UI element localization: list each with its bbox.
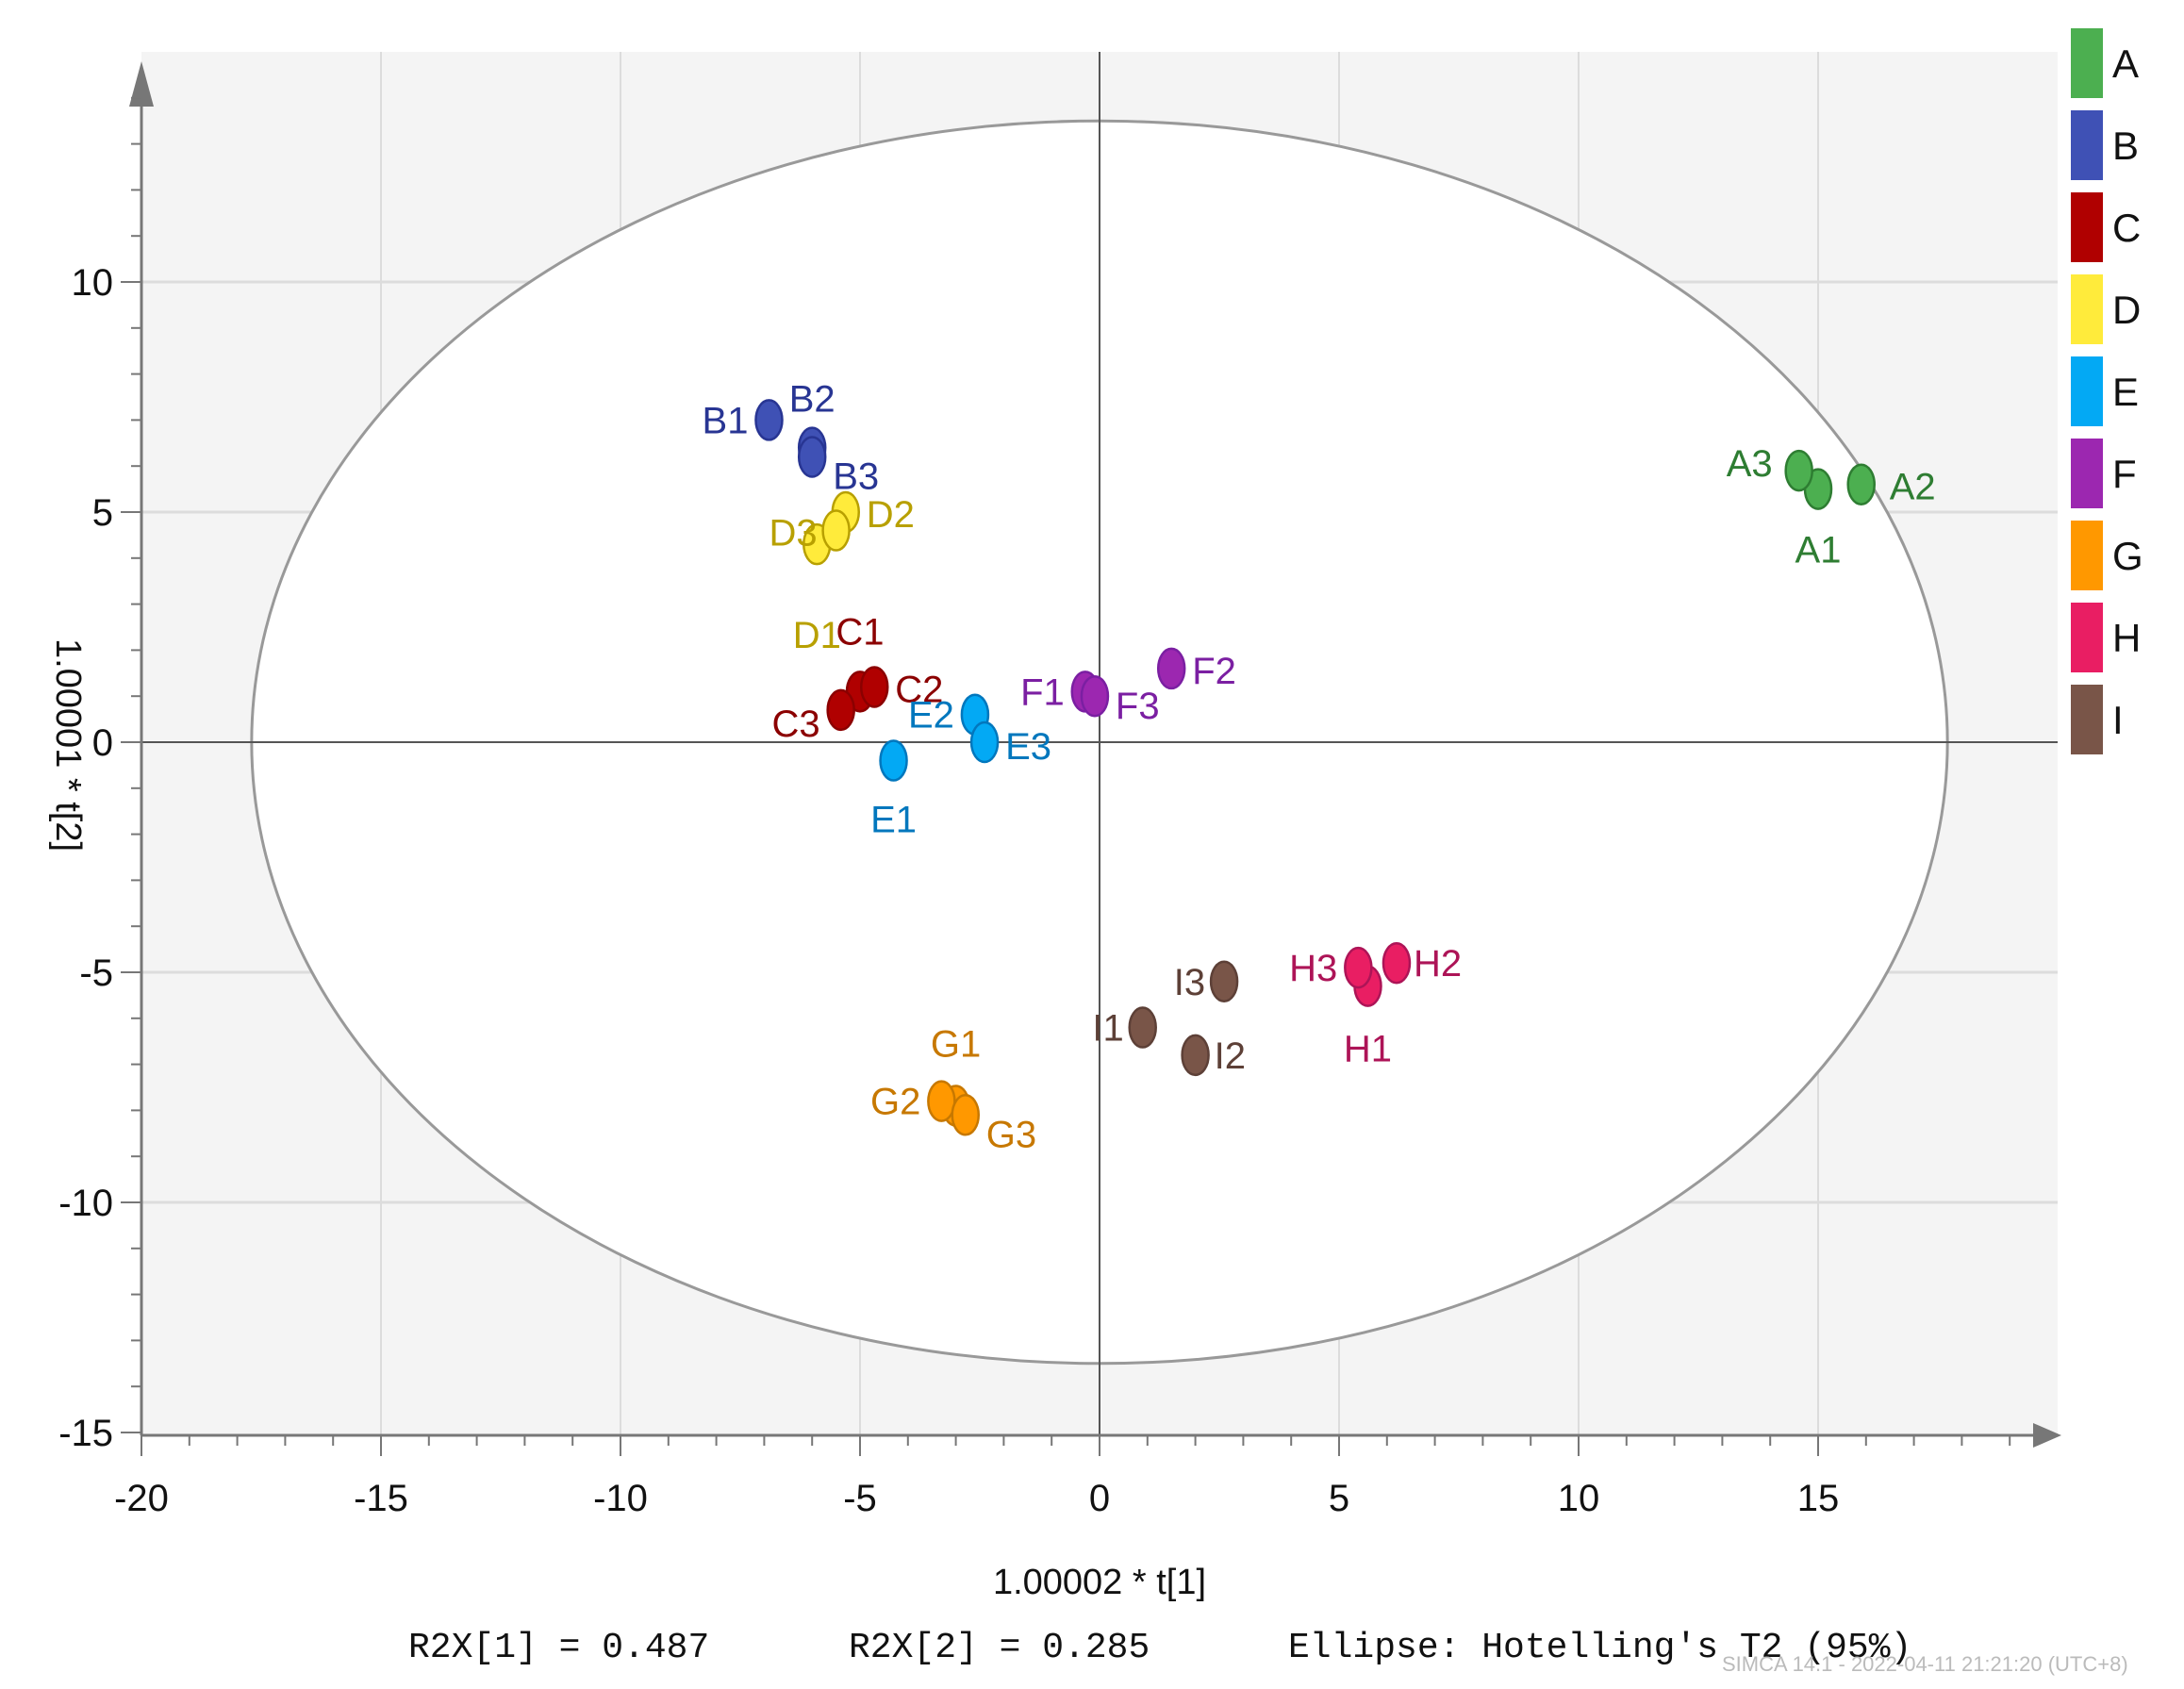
point-label-H2: H2 [1414,943,1462,985]
point-label-I1: I1 [1092,1008,1123,1050]
legend-swatch-D [2071,274,2103,344]
point-B1 [754,399,784,441]
point-G2 [927,1080,956,1122]
x-tick-label: -10 [593,1478,648,1519]
point-C2 [859,666,889,708]
legend-swatch-B [2071,110,2103,180]
x-tick-label: 0 [1089,1478,1110,1519]
x-tick-label: 15 [1797,1478,1840,1519]
point-A3 [1784,449,1813,492]
point-label-D2: D2 [867,494,915,536]
point-H2 [1382,941,1412,985]
point-I1 [1128,1006,1157,1049]
y-axis-title: 1.00001 * t[2] [48,638,88,852]
point-label-H3: H3 [1289,948,1337,989]
legend-label-A: A [2112,41,2139,86]
point-A2 [1846,463,1876,505]
x-axis-title: 1.00002 * t[1] [993,1563,1206,1602]
x-tick-label: 5 [1329,1478,1349,1519]
point-label-E2: E2 [908,695,954,737]
legend-label-H: H [2112,616,2141,660]
y-tick-label: -10 [58,1183,113,1224]
point-label-A2: A2 [1890,467,1936,508]
point-label-D3: D3 [769,513,817,555]
legend-label-D: D [2112,288,2141,332]
y-tick-label: -15 [58,1413,113,1454]
point-C3 [826,688,855,732]
x-tick-label: -5 [843,1478,877,1519]
legend-swatch-I [2071,685,2103,754]
point-E1 [879,739,908,782]
legend-label-G: G [2112,534,2143,578]
point-F3 [1080,674,1110,718]
point-label-G2: G2 [870,1082,920,1123]
legend-swatch-G [2071,521,2103,590]
point-label-A3: A3 [1727,443,1773,485]
x-axis-arrow [2033,1423,2061,1448]
y-tick-label: 0 [92,722,113,764]
x-tick-label: -20 [114,1478,169,1519]
y-tick-label: -5 [79,952,113,994]
point-label-E1: E1 [870,800,917,841]
point-B3 [797,436,827,478]
legend-label-B: B [2112,124,2139,168]
point-I2 [1181,1034,1210,1077]
point-label-B1: B1 [703,400,749,441]
point-D3 [821,509,851,552]
legend-label-E: E [2112,370,2139,414]
point-label-I2: I2 [1215,1035,1246,1077]
point-label-C1: C1 [836,611,884,653]
x-tick-label: 10 [1558,1478,1600,1519]
y-axis-arrow [129,61,154,107]
data-points [754,399,1876,1136]
point-label-H1: H1 [1344,1029,1392,1070]
point-label-A1: A1 [1795,530,1842,571]
point-label-C2: C2 [895,669,943,710]
point-label-F2: F2 [1192,651,1236,692]
point-label-G3: G3 [986,1114,1036,1155]
point-F2 [1156,647,1186,690]
point-H3 [1344,946,1373,989]
point-label-I3: I3 [1174,962,1205,1003]
point-label-B3: B3 [833,455,879,497]
legend-label-I: I [2112,698,2124,742]
point-E3 [969,720,1000,764]
legend-swatch-H [2071,603,2103,672]
point-label-F1: F1 [1020,671,1065,713]
r2x1-text: R2X[1] = 0.487 [408,1628,709,1668]
point-label-G1: G1 [931,1024,981,1066]
legend-swatch-C [2071,192,2103,262]
point-label-E3: E3 [1005,726,1051,768]
legend-swatch-A [2071,28,2103,98]
software-stamp: SIMCA 14.1 - 2022-04-11 21:21:20 (UTC+8) [1722,1652,2128,1676]
r2x2-text: R2X[2] = 0.285 [849,1628,1150,1668]
point-label-F3: F3 [1116,686,1160,727]
point-I3 [1209,960,1239,1003]
legend-label-F: F [2112,452,2137,496]
point-labels: A1 A2 A3 B1 B2 B3 C1 C2 C3 D1 D2 D3 E1 E2 E3 F1 F2 F3 G1 G2… [703,379,1936,1156]
point-label-C3: C3 [772,704,820,745]
point-label-B2: B2 [789,379,836,421]
y-tick-label: 10 [72,262,114,304]
ellipse-text: Ellipse: Hotelling's T2 (95%) [1288,1628,1911,1668]
y-tick-label: 5 [92,492,113,534]
point-label-D1: D1 [793,615,841,656]
legend-swatch-F [2071,439,2103,508]
x-tick-label: -15 [354,1478,408,1519]
legend-swatch-E [2071,356,2103,426]
legend-label-C: C [2112,206,2141,250]
point-G3 [951,1094,981,1136]
